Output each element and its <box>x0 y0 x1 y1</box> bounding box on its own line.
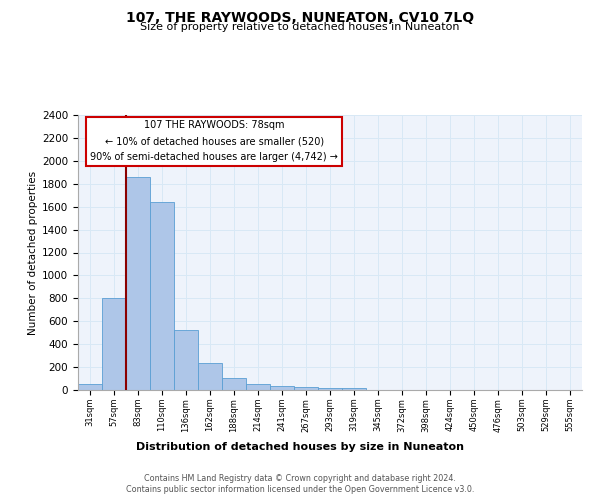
Text: 107, THE RAYWOODS, NUNEATON, CV10 7LQ: 107, THE RAYWOODS, NUNEATON, CV10 7LQ <box>126 11 474 25</box>
Bar <box>198 363 222 390</box>
Bar <box>150 202 174 390</box>
Bar <box>246 384 270 390</box>
Bar <box>174 330 198 390</box>
Bar <box>294 387 318 390</box>
Bar <box>342 388 366 390</box>
Bar <box>102 298 126 390</box>
Y-axis label: Number of detached properties: Number of detached properties <box>28 170 38 334</box>
Bar <box>126 177 150 390</box>
Bar <box>270 386 294 390</box>
Text: 107 THE RAYWOODS: 78sqm
← 10% of detached houses are smaller (520)
90% of semi-d: 107 THE RAYWOODS: 78sqm ← 10% of detache… <box>90 120 338 162</box>
Bar <box>78 384 102 390</box>
Text: Distribution of detached houses by size in Nuneaton: Distribution of detached houses by size … <box>136 442 464 452</box>
Text: Contains HM Land Registry data © Crown copyright and database right 2024.: Contains HM Land Registry data © Crown c… <box>144 474 456 483</box>
Text: Size of property relative to detached houses in Nuneaton: Size of property relative to detached ho… <box>140 22 460 32</box>
Bar <box>222 378 246 390</box>
Bar <box>318 388 342 390</box>
Text: Contains public sector information licensed under the Open Government Licence v3: Contains public sector information licen… <box>126 485 474 494</box>
